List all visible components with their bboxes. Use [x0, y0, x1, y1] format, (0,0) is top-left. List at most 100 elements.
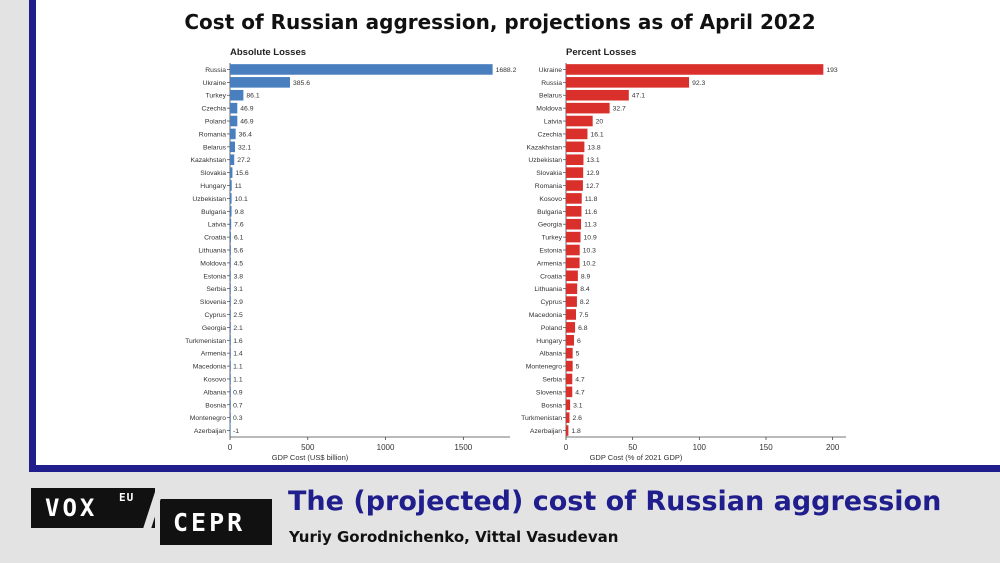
absolute-category-label: Albania: [203, 389, 226, 396]
percent-bar: [566, 399, 571, 411]
percent-value-label: 16.1: [590, 131, 603, 138]
logo-vox-text: VOX: [45, 494, 98, 522]
percent-bar: [566, 334, 574, 346]
percent-bar: [566, 193, 582, 204]
absolute-bar: [230, 64, 493, 75]
percent-x-tick-label: 0: [564, 443, 569, 452]
absolute-category-label: Estonia: [203, 273, 226, 280]
percent-value-label: 7.5: [579, 312, 589, 319]
percent-value-label: 13.1: [586, 157, 599, 164]
absolute-value-label: 86.1: [246, 93, 259, 100]
absolute-bar: [230, 115, 238, 127]
percent-bar: [566, 373, 573, 385]
article-title[interactable]: The (projected) cost of Russian aggressi…: [288, 486, 942, 517]
percent-x-axis-label: GDP Cost (% of 2021 GDP): [590, 453, 683, 462]
percent-bar: [566, 89, 629, 101]
percent-category-label: Uzbekistan: [528, 157, 562, 164]
absolute-value-label: 3.8: [234, 273, 244, 280]
absolute-category-label: Poland: [205, 119, 226, 126]
absolute-category-label: Uzbekistan: [192, 196, 226, 203]
percent-bar: [566, 141, 585, 153]
percent-value-label: 11.8: [585, 196, 598, 203]
absolute-bar: [230, 154, 235, 166]
percent-x-tick-label: 50: [628, 443, 637, 452]
cepr-logo[interactable]: CEPR: [160, 499, 272, 545]
percent-bar: [566, 270, 578, 282]
percent-value-label: 6.8: [578, 325, 588, 332]
percent-category-label: Croatia: [540, 273, 562, 280]
percent-category-label: Cyprus: [540, 299, 562, 306]
absolute-category-label: Azerbaijan: [194, 428, 226, 435]
percent-bar: [566, 257, 580, 269]
absolute-category-label: Turkmenistan: [185, 338, 226, 345]
absolute-value-label: 7.6: [234, 222, 244, 229]
percent-category-label: Romania: [535, 183, 562, 190]
percent-bar: [566, 77, 690, 88]
percent-value-label: 5: [576, 351, 580, 358]
absolute-value-label: 0.9: [233, 389, 243, 396]
percent-x-tick-label: 100: [693, 443, 707, 452]
percent-value-label: 8.4: [580, 286, 590, 293]
percent-bar: [566, 425, 569, 436]
absolute-value-label: 0.3: [233, 415, 243, 422]
percent-category-label: Albania: [539, 351, 562, 358]
percent-bar: [566, 412, 570, 423]
absolute-category-label: Belarus: [203, 144, 227, 151]
percent-bar: [566, 64, 824, 75]
chart-title: Cost of Russian aggression, projections …: [184, 10, 816, 34]
percent-category-label: Russia: [541, 80, 562, 87]
absolute-value-label: 4.5: [234, 260, 244, 267]
absolute-bar: [230, 322, 231, 333]
absolute-bar: [230, 231, 231, 243]
percent-value-label: 13.8: [587, 144, 600, 151]
percent-category-label: Kazakhstan: [526, 144, 562, 151]
percent-category-label: Kosovo: [539, 196, 562, 203]
absolute-bar: [230, 334, 231, 346]
percent-category-label: Armenia: [537, 260, 563, 267]
percent-bar: [566, 360, 573, 372]
percent-category-label: Montenegro: [526, 364, 562, 371]
percent-value-label: 8.9: [581, 273, 591, 280]
percent-bar: [566, 386, 573, 398]
percent-bar: [566, 206, 582, 217]
percent-bar: [566, 154, 584, 166]
percent-value-label: 193: [826, 67, 838, 74]
percent-value-label: 4.7: [575, 376, 585, 383]
percent-value-label: 8.2: [580, 299, 590, 306]
absolute-value-label: 11: [235, 183, 242, 190]
percent-bar: [566, 218, 582, 230]
absolute-bar: [230, 399, 231, 411]
absolute-bar: [230, 193, 232, 204]
absolute-category-label: Slovenia: [200, 299, 226, 306]
absolute-bar: [230, 296, 231, 307]
percent-bar: [566, 102, 610, 114]
absolute-bar: [230, 283, 231, 294]
absolute-category-label: Czechia: [201, 106, 226, 113]
absolute-bar: [230, 257, 231, 269]
absolute-category-label: Hungary: [200, 183, 226, 190]
absolute-bar: [230, 180, 232, 191]
article-authors: Yuriy Gorodnichenko, Vittal Vasudevan: [289, 528, 619, 546]
percent-bar: [566, 296, 577, 307]
percent-value-label: 4.7: [575, 389, 585, 396]
absolute-value-label: 36.4: [239, 131, 252, 138]
voxeu-logo[interactable]: VOX EU: [31, 488, 155, 528]
absolute-value-label: 2.1: [233, 325, 243, 332]
percent-category-label: Slovenia: [536, 389, 562, 396]
percent-x-tick-label: 200: [826, 443, 840, 452]
percent-losses-chart: Percent Losses 0 50 100 150 200 GDP Cost (% of…: [521, 47, 846, 462]
absolute-category-label: Slovakia: [200, 170, 226, 177]
percent-bar: [566, 128, 588, 140]
percent-bar: [566, 283, 578, 294]
absolute-category-label: Macedonia: [193, 364, 226, 371]
percent-category-label: Lithuania: [534, 286, 562, 293]
absolute-category-label: Russia: [205, 67, 226, 74]
percent-value-label: 3.1: [573, 402, 583, 409]
absolute-category-label: Kosovo: [203, 376, 226, 383]
absolute-category-label: Armenia: [201, 351, 227, 358]
absolute-bar: [230, 412, 231, 423]
percent-bar: [566, 322, 576, 333]
absolute-category-label: Georgia: [202, 325, 226, 332]
percent-category-label: Hungary: [536, 338, 562, 345]
percent-value-label: 92.3: [692, 80, 705, 87]
